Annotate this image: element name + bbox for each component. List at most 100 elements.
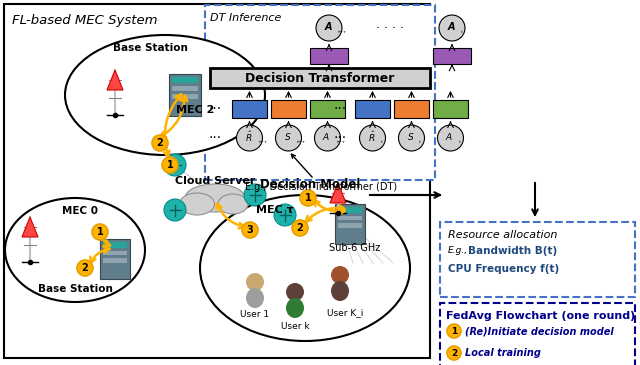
Text: $\hat{R}$: $\hat{R}$ — [244, 130, 252, 144]
Text: MEC 2: MEC 2 — [176, 105, 214, 115]
Text: A: A — [447, 22, 455, 32]
Circle shape — [164, 199, 186, 221]
Ellipse shape — [65, 35, 265, 155]
Text: $_{t\!-\!\tau}$: $_{t\!-\!\tau}$ — [337, 30, 348, 36]
Circle shape — [439, 15, 465, 41]
Bar — [394, 100, 429, 118]
Text: 1: 1 — [97, 227, 104, 237]
Circle shape — [162, 157, 178, 173]
Polygon shape — [330, 183, 346, 203]
Circle shape — [331, 266, 349, 284]
Circle shape — [77, 260, 93, 276]
Text: $_t$: $_t$ — [458, 139, 461, 146]
Text: Sub-6 GHz: Sub-6 GHz — [330, 243, 381, 253]
Text: · · · ·: · · · · — [376, 22, 404, 35]
Text: E.g.,: E.g., — [448, 246, 468, 255]
Circle shape — [292, 220, 308, 236]
FancyBboxPatch shape — [172, 77, 198, 83]
Text: $A$: $A$ — [323, 131, 330, 142]
Circle shape — [399, 125, 424, 151]
FancyBboxPatch shape — [169, 74, 201, 116]
Bar — [310, 100, 345, 118]
Ellipse shape — [200, 195, 410, 341]
Bar — [210, 68, 430, 88]
FancyBboxPatch shape — [338, 207, 362, 212]
Text: ···: ··· — [209, 102, 221, 116]
Circle shape — [242, 222, 258, 238]
Bar — [433, 48, 471, 64]
Ellipse shape — [286, 298, 304, 318]
Ellipse shape — [185, 184, 245, 212]
Bar — [355, 100, 390, 118]
Circle shape — [92, 224, 108, 240]
Text: $_t$: $_t$ — [460, 30, 464, 36]
Circle shape — [246, 273, 264, 291]
Circle shape — [360, 125, 385, 151]
FancyBboxPatch shape — [172, 94, 198, 99]
Text: $_{t\!-\!\tau}$: $_{t\!-\!\tau}$ — [296, 139, 307, 146]
FancyBboxPatch shape — [100, 239, 130, 279]
FancyBboxPatch shape — [338, 223, 362, 228]
FancyBboxPatch shape — [335, 204, 365, 244]
Text: Bandwidth B(t): Bandwidth B(t) — [468, 246, 557, 256]
Text: ···: ··· — [333, 131, 347, 145]
Text: $\hat{R}$: $\hat{R}$ — [368, 130, 375, 144]
Text: 1: 1 — [305, 193, 312, 203]
Text: CPU Frequency f(t): CPU Frequency f(t) — [448, 264, 559, 274]
Bar — [232, 100, 267, 118]
Text: $_t$: $_t$ — [380, 139, 383, 146]
Bar — [440, 222, 635, 297]
Text: User 1: User 1 — [241, 310, 269, 319]
Text: Base Station: Base Station — [113, 43, 188, 53]
Circle shape — [447, 346, 461, 360]
Text: $_t$: $_t$ — [419, 139, 422, 146]
Text: $_{t\!-\!\tau}$: $_{t\!-\!\tau}$ — [257, 139, 268, 146]
Text: (Re)Initiate decision model: (Re)Initiate decision model — [465, 326, 614, 336]
Text: Resource allocation: Resource allocation — [448, 230, 557, 240]
Bar — [205, 5, 435, 180]
Text: $S$: $S$ — [407, 131, 414, 142]
Text: FL-based MEC System: FL-based MEC System — [12, 14, 157, 27]
Text: 3: 3 — [246, 225, 253, 235]
Text: A: A — [324, 22, 332, 32]
Circle shape — [152, 135, 168, 151]
Text: Decision Transformer: Decision Transformer — [245, 72, 395, 85]
Circle shape — [237, 125, 262, 151]
Text: User k: User k — [281, 322, 309, 331]
Text: User K_i: User K_i — [327, 308, 363, 317]
Text: ···: ··· — [209, 131, 221, 145]
Bar — [271, 100, 306, 118]
Text: $S$: $S$ — [284, 131, 291, 142]
Polygon shape — [22, 217, 38, 237]
Circle shape — [164, 154, 186, 176]
Text: $_{t\!-\!\tau}$: $_{t\!-\!\tau}$ — [335, 139, 346, 146]
Bar — [440, 303, 635, 365]
Text: ···: ··· — [333, 102, 347, 116]
Text: MEC 0: MEC 0 — [62, 206, 98, 216]
Text: 2: 2 — [296, 223, 303, 233]
Circle shape — [286, 283, 304, 301]
Text: Cloud Server: Cloud Server — [175, 176, 255, 186]
Ellipse shape — [218, 194, 248, 214]
Ellipse shape — [331, 281, 349, 301]
FancyBboxPatch shape — [103, 242, 127, 247]
Bar — [433, 100, 468, 118]
Text: DT Inference: DT Inference — [210, 13, 282, 23]
Circle shape — [274, 204, 296, 226]
Bar — [4, 4, 430, 358]
Text: 2: 2 — [451, 349, 457, 357]
Ellipse shape — [246, 288, 264, 308]
FancyBboxPatch shape — [103, 258, 127, 263]
Text: 1: 1 — [451, 327, 457, 335]
FancyBboxPatch shape — [103, 251, 127, 255]
Text: 1: 1 — [166, 160, 173, 170]
Circle shape — [447, 324, 461, 338]
Text: 2: 2 — [82, 263, 88, 273]
Text: 2: 2 — [157, 138, 163, 148]
Circle shape — [244, 184, 266, 206]
Circle shape — [275, 125, 301, 151]
Text: Local training: Local training — [465, 348, 541, 358]
Circle shape — [300, 190, 316, 206]
Circle shape — [438, 125, 463, 151]
Ellipse shape — [5, 198, 145, 302]
